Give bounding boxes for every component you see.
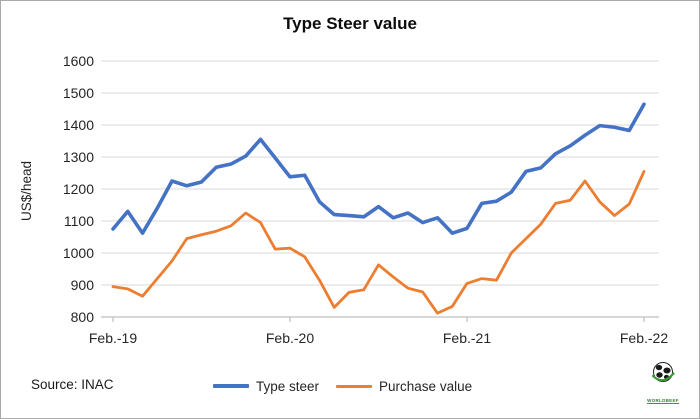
x-tick-label: Feb.-21 xyxy=(443,330,491,346)
chart-title: Type Steer value xyxy=(283,14,417,33)
legend-label-purchase-value: Purchase value xyxy=(379,378,473,394)
y-tick-label: 900 xyxy=(71,277,95,293)
y-tick-label: 1500 xyxy=(63,85,94,101)
footer-row: Source: INAC Type steer Purchase value W… xyxy=(1,362,699,405)
axes-and-ticks xyxy=(101,316,659,322)
legend-item-purchase-value: Purchase value xyxy=(336,379,472,394)
legend-item-type-steer: Type steer xyxy=(213,379,319,394)
y-axis-title: US$/head xyxy=(19,161,34,221)
legend-line-blue-icon xyxy=(213,384,249,388)
y-tick-label: 800 xyxy=(71,309,95,325)
y-tick-label: 1100 xyxy=(64,213,94,229)
y-tick-label: 1600 xyxy=(63,53,94,69)
legend-label-type-steer: Type steer xyxy=(256,378,320,394)
x-tick-label: Feb.-20 xyxy=(266,330,314,346)
source-label: Source: INAC xyxy=(31,377,114,392)
y-tick-label: 1400 xyxy=(63,117,94,133)
series-lines xyxy=(111,102,646,315)
axis-tick-labels: 1600 1500 1400 1300 1200 1100 1000 900 800 Feb.-1… xyxy=(63,53,668,346)
y-tick-label: 1000 xyxy=(63,245,94,261)
x-tick-label: Feb.-19 xyxy=(89,330,137,346)
logo-text: WORLDBEEF xyxy=(647,398,679,404)
globe-icon xyxy=(651,362,675,382)
legend: Type steer Purchase value xyxy=(213,375,472,397)
series-line-purchase-value xyxy=(111,169,646,315)
series-line-type-steer xyxy=(111,102,646,235)
gridlines xyxy=(101,60,659,286)
y-tick-label: 1200 xyxy=(63,181,94,197)
worldbeef-logo: WORLDBEEF xyxy=(641,361,685,410)
x-tick-label: Feb.-22 xyxy=(620,330,668,346)
legend-line-orange-icon xyxy=(336,384,373,388)
y-tick-label: 1300 xyxy=(63,149,94,165)
